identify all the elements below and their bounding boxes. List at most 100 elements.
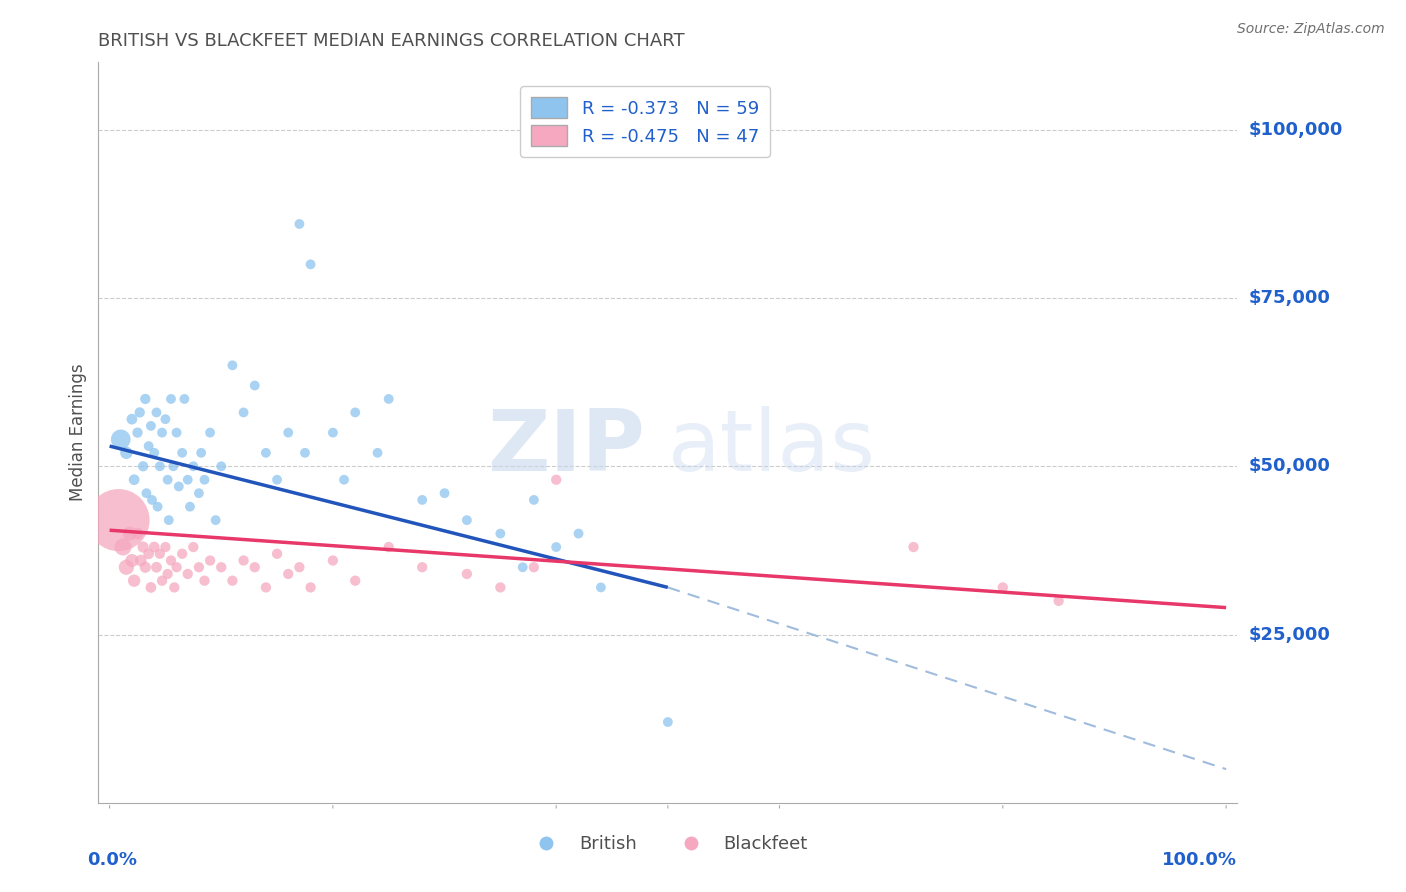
Point bbox=[190, 446, 212, 460]
Point bbox=[344, 574, 367, 588]
Point bbox=[546, 473, 568, 487]
Point bbox=[122, 473, 145, 487]
Point bbox=[991, 581, 1014, 595]
Text: 0.0%: 0.0% bbox=[87, 851, 136, 869]
Point bbox=[377, 392, 399, 406]
Point bbox=[129, 553, 152, 567]
Point bbox=[546, 540, 568, 554]
Point bbox=[489, 581, 512, 595]
Point bbox=[138, 547, 160, 561]
Point bbox=[456, 513, 478, 527]
Point bbox=[288, 217, 311, 231]
Point bbox=[243, 378, 266, 392]
Point bbox=[209, 560, 232, 574]
Point bbox=[187, 486, 209, 500]
Point bbox=[145, 405, 167, 419]
Point bbox=[173, 392, 195, 406]
Point bbox=[299, 257, 322, 271]
Point bbox=[183, 459, 205, 474]
Text: $100,000: $100,000 bbox=[1249, 120, 1343, 139]
Text: atlas: atlas bbox=[668, 406, 876, 489]
Point bbox=[198, 425, 221, 440]
Point bbox=[232, 405, 254, 419]
Point bbox=[523, 492, 546, 507]
Point bbox=[243, 560, 266, 574]
Point bbox=[138, 439, 160, 453]
Point bbox=[183, 540, 205, 554]
Point bbox=[433, 486, 456, 500]
Point bbox=[193, 473, 215, 487]
Point bbox=[149, 547, 172, 561]
Point bbox=[118, 526, 141, 541]
Point bbox=[903, 540, 925, 554]
Point bbox=[322, 425, 344, 440]
Point bbox=[145, 560, 167, 574]
Point bbox=[128, 405, 150, 419]
Point bbox=[156, 566, 179, 581]
Point bbox=[489, 526, 512, 541]
Point bbox=[322, 553, 344, 567]
Point bbox=[187, 560, 209, 574]
Point bbox=[294, 446, 316, 460]
Point bbox=[132, 459, 155, 474]
Point bbox=[266, 473, 288, 487]
Point bbox=[121, 412, 143, 426]
Point bbox=[177, 473, 200, 487]
Point bbox=[523, 560, 546, 574]
Point bbox=[110, 433, 132, 447]
Point bbox=[221, 359, 243, 373]
Point bbox=[160, 392, 183, 406]
Point bbox=[172, 547, 194, 561]
Point bbox=[209, 459, 232, 474]
Point bbox=[232, 553, 254, 567]
Point bbox=[288, 560, 311, 574]
Point bbox=[299, 581, 322, 595]
Point bbox=[134, 560, 156, 574]
Text: $75,000: $75,000 bbox=[1249, 289, 1330, 307]
Y-axis label: Median Earnings: Median Earnings bbox=[69, 364, 87, 501]
Point bbox=[167, 479, 190, 493]
Point bbox=[134, 392, 156, 406]
Point bbox=[411, 560, 433, 574]
Point bbox=[198, 553, 221, 567]
Text: 100.0%: 100.0% bbox=[1163, 851, 1237, 869]
Point bbox=[333, 473, 356, 487]
Point bbox=[127, 425, 149, 440]
Point bbox=[139, 418, 162, 433]
Text: ZIP: ZIP bbox=[488, 406, 645, 489]
Point bbox=[160, 553, 183, 567]
Point bbox=[166, 425, 188, 440]
Point bbox=[127, 526, 149, 541]
Point bbox=[177, 566, 200, 581]
Point bbox=[163, 581, 186, 595]
Point bbox=[132, 540, 155, 554]
Point bbox=[193, 574, 215, 588]
Point bbox=[512, 560, 534, 574]
Point bbox=[150, 574, 173, 588]
Point bbox=[411, 492, 433, 507]
Point bbox=[344, 405, 367, 419]
Point bbox=[254, 446, 277, 460]
Point bbox=[204, 513, 226, 527]
Point bbox=[179, 500, 201, 514]
Point bbox=[111, 540, 134, 554]
Point bbox=[266, 547, 288, 561]
Point bbox=[115, 446, 138, 460]
Point bbox=[122, 574, 145, 588]
Legend: British, Blackfeet: British, Blackfeet bbox=[522, 828, 814, 861]
Point bbox=[135, 486, 157, 500]
Point bbox=[143, 446, 166, 460]
Point bbox=[149, 459, 172, 474]
Point bbox=[166, 560, 188, 574]
Text: Source: ZipAtlas.com: Source: ZipAtlas.com bbox=[1237, 22, 1385, 37]
Point bbox=[115, 560, 138, 574]
Point bbox=[277, 425, 299, 440]
Point bbox=[162, 459, 184, 474]
Text: BRITISH VS BLACKFEET MEDIAN EARNINGS CORRELATION CHART: BRITISH VS BLACKFEET MEDIAN EARNINGS COR… bbox=[98, 32, 685, 50]
Point bbox=[146, 500, 169, 514]
Point bbox=[157, 513, 180, 527]
Point bbox=[589, 581, 612, 595]
Point bbox=[107, 513, 129, 527]
Point bbox=[277, 566, 299, 581]
Point bbox=[221, 574, 243, 588]
